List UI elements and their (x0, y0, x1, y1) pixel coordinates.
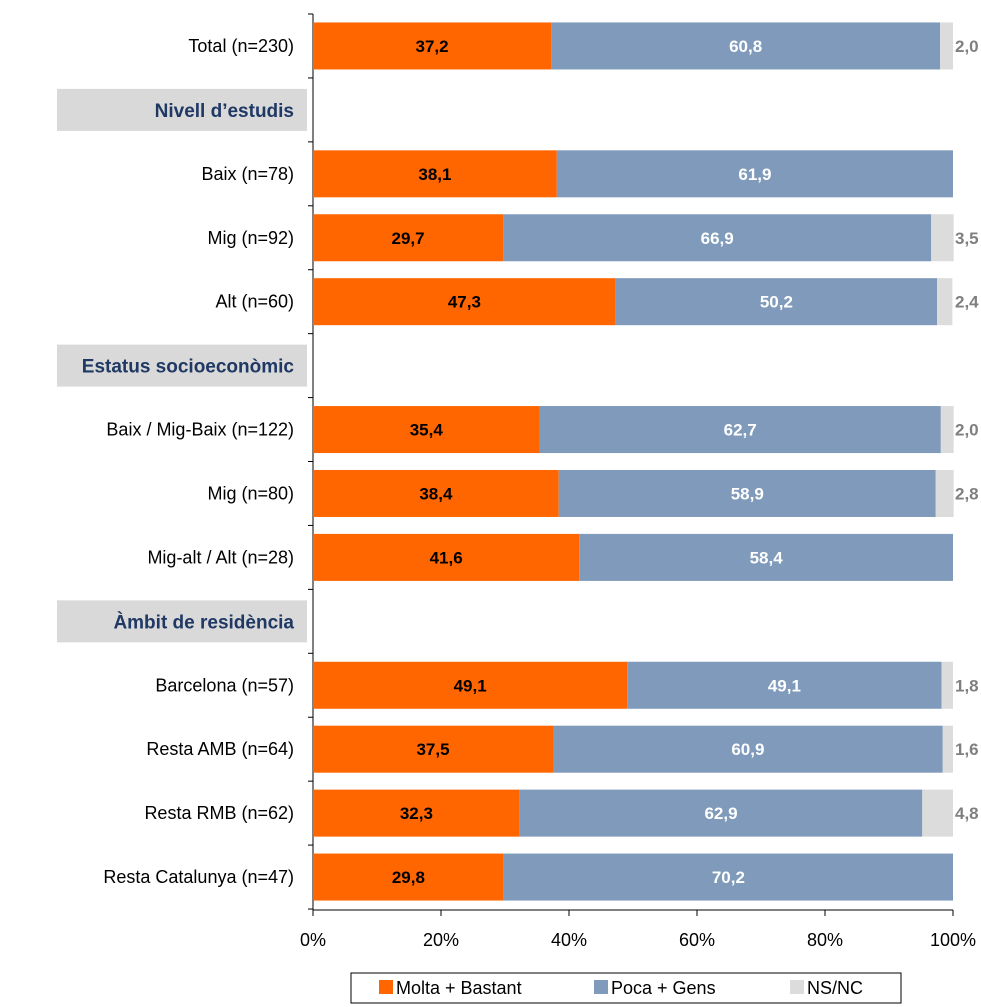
category-label: Baix / Mig-Baix (n=122) (106, 420, 294, 440)
data-label: 2,8 (955, 484, 979, 503)
data-label: 2,0 (955, 421, 979, 440)
bar-segment-ns-nc (940, 406, 954, 454)
data-label: 70,2 (712, 868, 745, 887)
bar-segment-poca-gens (627, 661, 942, 709)
data-label: 58,9 (731, 484, 764, 503)
bar-segment-poca-gens (558, 469, 936, 517)
data-label: 41,6 (430, 548, 463, 567)
legend: Molta + Bastant Poca + Gens NS/NC (350, 972, 902, 1004)
data-label: 37,5 (416, 740, 449, 759)
category-label: Alt (n=60) (215, 292, 294, 312)
data-label: 50,2 (760, 293, 793, 312)
bar-segment-poca-gens (579, 533, 953, 581)
bar-segment-poca-gens (519, 789, 923, 837)
bar-segment-molta-bastant (313, 214, 504, 262)
section-header-box (57, 344, 307, 387)
bar-segment-molta-bastant (313, 533, 580, 581)
bar-segment-ns-nc (940, 22, 953, 70)
category-label: Resta RMB (n=62) (144, 803, 294, 823)
section-header-box (57, 88, 307, 131)
bar-segment-molta-bastant (313, 725, 553, 773)
bar-segment-molta-bastant (313, 406, 540, 454)
bar-segment-poca-gens (503, 853, 953, 901)
data-label: 1,6 (955, 740, 979, 759)
data-label: 62,9 (704, 804, 737, 823)
data-label: 49,1 (454, 676, 487, 695)
data-label: 37,2 (415, 37, 448, 56)
bar-segment-ns-nc (931, 214, 954, 262)
data-label: 38,4 (419, 484, 453, 503)
data-label: 3,5 (955, 229, 979, 248)
bar-segment-ns-nc (942, 725, 953, 773)
x-tick-label: 0% (300, 930, 326, 950)
data-label: 29,7 (391, 229, 424, 248)
data-label: 66,9 (701, 229, 734, 248)
bar-segment-molta-bastant (313, 469, 559, 517)
data-label: 47,3 (448, 293, 481, 312)
data-label: 4,8 (955, 804, 979, 823)
legend-swatch (594, 980, 608, 994)
bar-segment-poca-gens (551, 22, 941, 70)
data-label: 61,9 (738, 165, 771, 184)
bar-segment-molta-bastant (313, 150, 557, 198)
data-label: 49,1 (768, 676, 801, 695)
section-header-box (57, 600, 307, 643)
legend-swatch (379, 980, 393, 994)
x-tick-label: 20% (423, 930, 459, 950)
legend-label: NS/NC (807, 978, 863, 998)
category-label: Mig (n=80) (207, 483, 294, 503)
legend-swatch (790, 980, 804, 994)
section-header-label: Nivell d’estudis (155, 101, 294, 122)
x-tick-label: 40% (551, 930, 587, 950)
data-label: 35,4 (410, 421, 444, 440)
category-label: Baix (n=78) (201, 164, 294, 184)
data-label: 60,9 (731, 740, 764, 759)
category-label: Total (n=230) (188, 36, 294, 56)
bar-segment-poca-gens (556, 150, 953, 198)
category-label: Mig-alt / Alt (n=28) (147, 547, 294, 567)
bar-segment-ns-nc (935, 469, 954, 517)
bar-segment-molta-bastant (313, 853, 504, 901)
section-header-label: Àmbit de residència (113, 611, 294, 633)
bar-segment-molta-bastant (313, 278, 616, 326)
legend-box (350, 972, 902, 1004)
bar-segment-poca-gens (503, 214, 932, 262)
data-label: 32,3 (400, 804, 433, 823)
bar-segment-ns-nc (922, 789, 953, 837)
category-label: Resta Catalunya (n=47) (103, 867, 294, 887)
legend-label: Molta + Bastant (396, 978, 522, 998)
bar-segment-ns-nc (941, 661, 953, 709)
data-label: 1,8 (955, 676, 979, 695)
data-label: 29,8 (392, 868, 425, 887)
data-label: 62,7 (724, 421, 757, 440)
legend-label: Poca + Gens (611, 978, 716, 998)
data-label: 38,1 (418, 165, 451, 184)
data-label: 2,0 (955, 37, 979, 56)
x-tick-label: 100% (930, 930, 976, 950)
category-label: Barcelona (n=57) (155, 675, 294, 695)
category-label: Resta AMB (n=64) (146, 739, 294, 759)
section-header-label: Estatus socioeconòmic (82, 357, 295, 378)
bar-segment-poca-gens (539, 406, 941, 454)
bar-segment-molta-bastant (313, 661, 628, 709)
category-label: Mig (n=92) (207, 228, 294, 248)
bar-segment-poca-gens (615, 278, 937, 326)
bar-segment-ns-nc (937, 278, 953, 326)
data-label: 58,4 (750, 548, 784, 567)
bar-segment-poca-gens (553, 725, 943, 773)
bar-segment-molta-bastant (313, 789, 520, 837)
x-tick-label: 60% (679, 930, 715, 950)
data-label: 2,4 (955, 293, 979, 312)
x-tick-label: 80% (807, 930, 843, 950)
bar-segment-molta-bastant (313, 22, 552, 70)
data-label: 60,8 (729, 37, 762, 56)
